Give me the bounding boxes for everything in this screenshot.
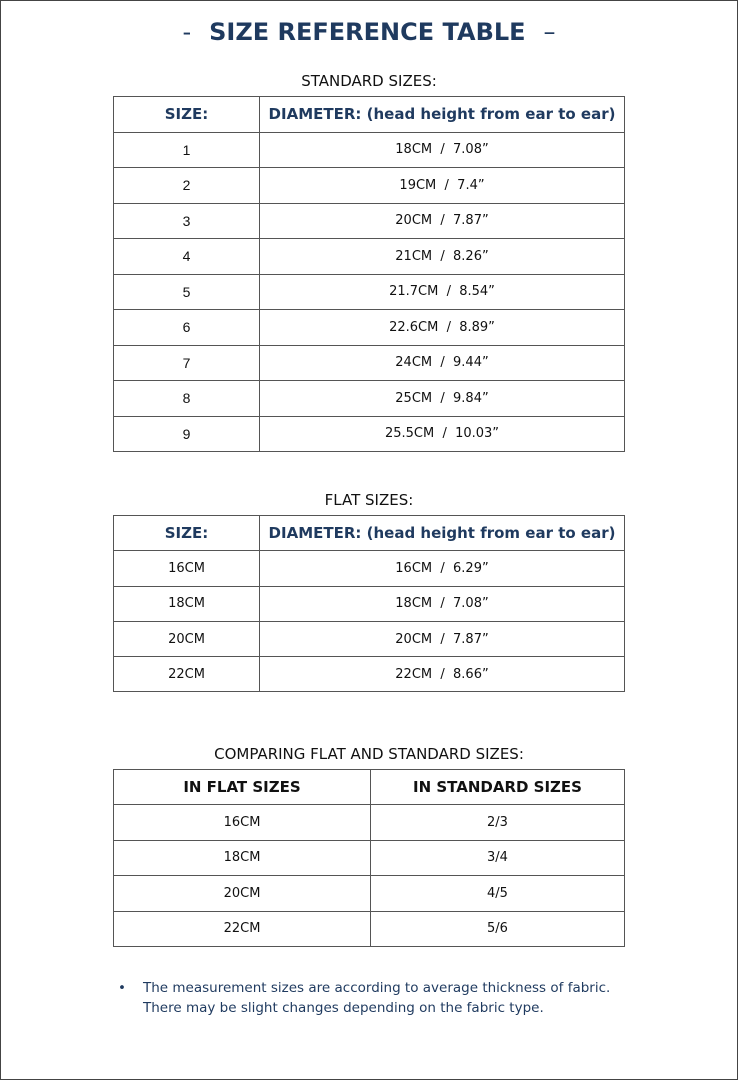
size-cell: 16CM [113,550,260,587]
size-cell: 20CM [113,620,260,658]
size-cell: 2 [113,167,260,204]
value-cell: 22.6CM / 8.89” [259,309,625,346]
table-row: 9 25.5CM / 10.03” [113,415,625,452]
column-header: IN STANDARD SIZES [370,768,625,806]
column-header: DIAMETER: (head height from ear to ear) [259,514,625,552]
table-row: 3 20CM / 7.87” [113,202,625,239]
size-cell: 3 [113,202,260,239]
value-cell: 21.7CM / 8.54” [259,273,625,310]
value-cell: 21CM / 8.26” [259,238,625,275]
note-line: There may be slight changes depending on… [143,1000,544,1016]
size-cell: 4 [113,238,260,275]
table-row: 18CM 3/4 [113,839,625,877]
value-cell: 2/3 [370,804,625,841]
table-row: 20CM 20CM / 7.87” [113,620,625,658]
standard-caption: STANDARD SIZES: [301,72,437,90]
standard-sizes-table: SIZE: DIAMETER: (head height from ear to … [113,96,625,452]
title-dash-left: - [182,18,192,46]
header-row: IN FLAT SIZES IN STANDARD SIZES [113,768,625,806]
table-row: 1 18CM / 7.08” [113,131,625,168]
title-dash-right: – [543,18,556,46]
size-cell: 18CM [113,839,371,877]
size-cell: 16CM [113,804,371,841]
size-cell: 18CM [113,585,260,622]
size-cell: 7 [113,344,260,381]
table-row: 20CM 4/5 [113,875,625,912]
compare-caption: COMPARING FLAT AND STANDARD SIZES: [214,745,524,763]
value-cell: 16CM / 6.29” [259,550,625,587]
title-text: SIZE REFERENCE TABLE [209,18,526,46]
table-row: 5 21.7CM / 8.54” [113,273,625,310]
note-text: The measurement sizes are according to a… [143,978,610,1018]
value-cell: 18CM / 7.08” [259,131,625,168]
size-cell: 22CM [113,656,260,693]
value-cell: 19CM / 7.4” [259,167,625,204]
size-cell: 8 [113,380,260,417]
size-cell: 6 [113,309,260,346]
value-cell: 5/6 [370,910,625,947]
column-header: DIAMETER: (head height from ear to ear) [259,96,625,133]
size-cell: 22CM [113,910,371,947]
table-row: 22CM 5/6 [113,910,625,947]
table-row: 22CM 22CM / 8.66” [113,656,625,693]
value-cell: 3/4 [370,839,625,877]
size-cell: 20CM [113,875,371,912]
header-row: SIZE: DIAMETER: (head height from ear to … [113,96,625,133]
value-cell: 25.5CM / 10.03” [259,415,625,452]
header-row: SIZE: DIAMETER: (head height from ear to … [113,514,625,552]
value-cell: 24CM / 9.44” [259,344,625,381]
column-header: SIZE: [113,514,260,552]
table-row: 16CM 2/3 [113,804,625,841]
value-cell: 25CM / 9.84” [259,380,625,417]
table-row: 4 21CM / 8.26” [113,238,625,275]
value-cell: 20CM / 7.87” [259,620,625,658]
size-cell: 1 [113,131,260,168]
flat-caption: FLAT SIZES: [324,491,414,509]
size-cell: 5 [113,273,260,310]
table-row: 18CM 18CM / 7.08” [113,585,625,622]
column-header: IN FLAT SIZES [113,768,371,806]
page-title: - SIZE REFERENCE TABLE – [0,18,738,46]
value-cell: 4/5 [370,875,625,912]
value-cell: 20CM / 7.87” [259,202,625,239]
table-row: 6 22.6CM / 8.89” [113,309,625,346]
column-header: SIZE: [113,96,260,133]
table-row: 8 25CM / 9.84” [113,380,625,417]
value-cell: 18CM / 7.08” [259,585,625,622]
table-row: 7 24CM / 9.44” [113,344,625,381]
value-cell: 22CM / 8.66” [259,656,625,693]
table-row: 16CM 16CM / 6.29” [113,550,625,587]
compare-sizes-table: IN FLAT SIZES IN STANDARD SIZES 16CM 2/3 18C… [113,768,625,947]
note-line: The measurement sizes are according to a… [143,980,611,996]
flat-sizes-table: SIZE: DIAMETER: (head height from ear to … [113,514,625,693]
table-row: 2 19CM / 7.4” [113,167,625,204]
bullet-icon: • [118,980,126,996]
size-cell: 9 [113,415,260,452]
